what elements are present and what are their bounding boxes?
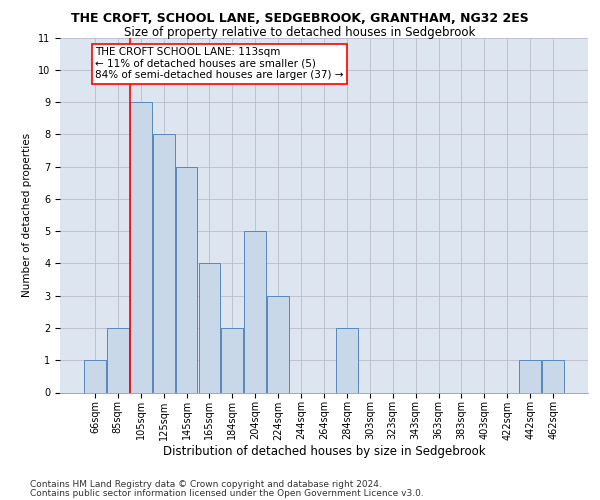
Bar	[221, 328, 243, 392]
Bar	[107, 328, 128, 392]
Bar	[176, 166, 197, 392]
Bar	[153, 134, 175, 392]
Bar	[130, 102, 152, 393]
Bar	[520, 360, 541, 392]
Bar	[244, 231, 266, 392]
Text: Contains public sector information licensed under the Open Government Licence v3: Contains public sector information licen…	[30, 488, 424, 498]
Y-axis label: Number of detached properties: Number of detached properties	[22, 133, 32, 297]
Bar	[336, 328, 358, 392]
Text: THE CROFT, SCHOOL LANE, SEDGEBROOK, GRANTHAM, NG32 2ES: THE CROFT, SCHOOL LANE, SEDGEBROOK, GRAN…	[71, 12, 529, 26]
Bar	[84, 360, 106, 392]
Text: THE CROFT SCHOOL LANE: 113sqm
← 11% of detached houses are smaller (5)
84% of se: THE CROFT SCHOOL LANE: 113sqm ← 11% of d…	[95, 47, 344, 80]
Bar	[267, 296, 289, 392]
Bar	[199, 264, 220, 392]
Bar	[542, 360, 564, 392]
Text: Size of property relative to detached houses in Sedgebrook: Size of property relative to detached ho…	[124, 26, 476, 39]
X-axis label: Distribution of detached houses by size in Sedgebrook: Distribution of detached houses by size …	[163, 445, 485, 458]
Text: Contains HM Land Registry data © Crown copyright and database right 2024.: Contains HM Land Registry data © Crown c…	[30, 480, 382, 489]
